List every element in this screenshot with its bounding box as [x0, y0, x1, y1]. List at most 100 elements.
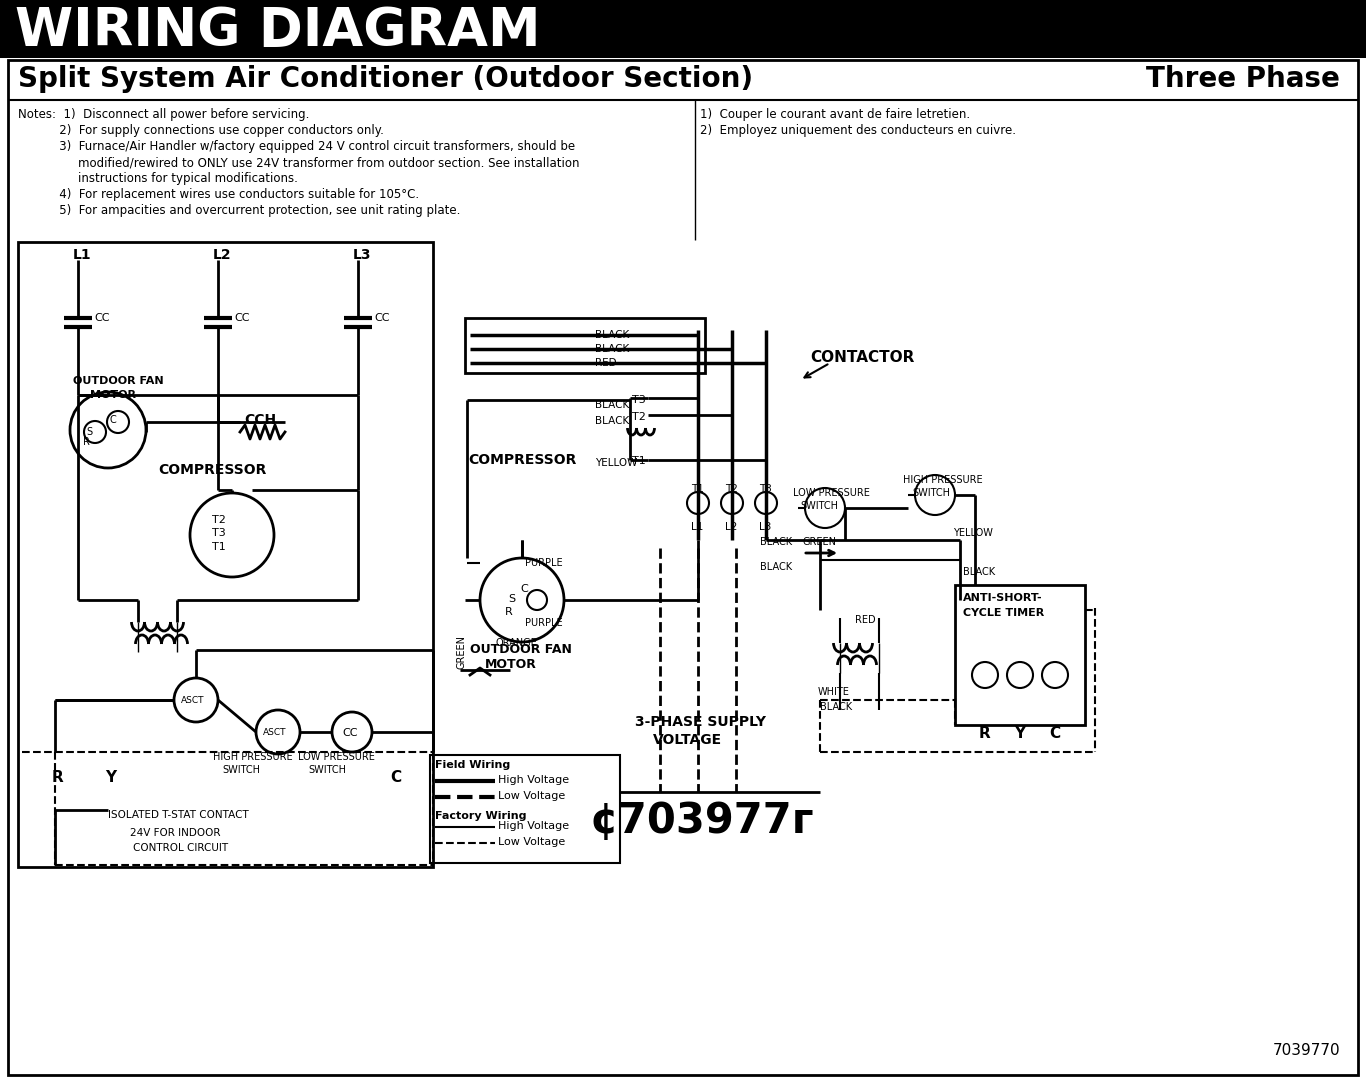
Text: Y: Y: [1014, 726, 1024, 741]
Text: BLACK: BLACK: [759, 562, 792, 572]
Text: T1: T1: [212, 542, 225, 552]
Text: ASCT: ASCT: [182, 696, 205, 705]
Text: BLACK: BLACK: [596, 330, 630, 340]
Text: High Voltage: High Voltage: [499, 775, 570, 785]
Text: 24V FOR INDOOR: 24V FOR INDOOR: [130, 828, 220, 838]
Text: YELLOW: YELLOW: [953, 529, 993, 538]
Text: S: S: [508, 593, 515, 604]
Text: WIRING DIAGRAM: WIRING DIAGRAM: [15, 5, 541, 57]
Text: BLACK: BLACK: [596, 416, 630, 426]
Text: CONTROL CIRCUIT: CONTROL CIRCUIT: [133, 843, 228, 853]
Text: High Voltage: High Voltage: [499, 821, 570, 831]
Text: COMPRESSOR: COMPRESSOR: [469, 453, 576, 467]
Text: R: R: [979, 726, 990, 741]
Bar: [18, 242, 433, 867]
Text: C: C: [111, 415, 116, 425]
Text: L3: L3: [759, 522, 772, 532]
Text: MOTOR: MOTOR: [485, 658, 537, 671]
Text: T1: T1: [691, 484, 703, 494]
Text: RED: RED: [596, 358, 616, 368]
Text: T3: T3: [632, 395, 646, 405]
Text: CYCLE TIMER: CYCLE TIMER: [963, 608, 1044, 618]
Text: SWITCH: SWITCH: [307, 765, 346, 775]
Text: YELLOW: YELLOW: [596, 458, 638, 468]
Text: T2: T2: [212, 516, 225, 525]
Text: OUTDOOR FAN: OUTDOOR FAN: [72, 376, 164, 386]
Text: 4)  For replacement wires use conductors suitable for 105°C.: 4) For replacement wires use conductors …: [18, 188, 419, 201]
Text: S: S: [86, 427, 92, 438]
Text: 5)  For ampacities and overcurrent protection, see unit rating plate.: 5) For ampacities and overcurrent protec…: [18, 204, 460, 217]
Text: L2: L2: [213, 248, 232, 262]
Text: R: R: [83, 438, 90, 447]
Text: 2)  Employez uniquement des conducteurs en cuivre.: 2) Employez uniquement des conducteurs e…: [699, 123, 1016, 138]
Text: CC: CC: [374, 313, 389, 323]
Text: L3: L3: [352, 248, 372, 262]
Circle shape: [805, 488, 846, 529]
Text: WHITE: WHITE: [818, 687, 850, 697]
Text: instructions for typical modifications.: instructions for typical modifications.: [18, 172, 298, 185]
Text: T2: T2: [725, 484, 738, 494]
Circle shape: [70, 392, 146, 468]
Text: Field Wiring: Field Wiring: [434, 760, 511, 770]
Text: CONTACTOR: CONTACTOR: [810, 350, 914, 365]
Bar: [0, 0, 1366, 58]
Text: 2)  For supply connections use copper conductors only.: 2) For supply connections use copper con…: [18, 123, 384, 138]
Text: BLACK: BLACK: [820, 702, 852, 712]
Circle shape: [190, 493, 275, 577]
Circle shape: [83, 421, 107, 443]
Text: Y: Y: [105, 770, 116, 785]
Text: CCH: CCH: [245, 413, 276, 427]
Circle shape: [255, 710, 301, 754]
Text: ANTI-SHORT-: ANTI-SHORT-: [963, 593, 1042, 603]
Text: RED: RED: [855, 615, 876, 625]
Text: COMPRESSOR: COMPRESSOR: [158, 464, 266, 477]
Circle shape: [173, 678, 219, 722]
Circle shape: [1042, 662, 1068, 688]
Circle shape: [721, 492, 743, 514]
Text: BLACK: BLACK: [759, 537, 792, 547]
Text: Split System Air Conditioner (Outdoor Section): Split System Air Conditioner (Outdoor Se…: [18, 65, 753, 93]
Bar: [430, 755, 620, 863]
Text: Notes:  1)  Disconnect all power before servicing.: Notes: 1) Disconnect all power before se…: [18, 108, 309, 121]
Circle shape: [479, 558, 564, 642]
Text: Factory Wiring: Factory Wiring: [434, 811, 526, 821]
Bar: [955, 585, 1085, 725]
Text: ISOLATED T-STAT CONTACT: ISOLATED T-STAT CONTACT: [108, 810, 249, 820]
Text: C: C: [391, 770, 402, 785]
Text: LOW PRESSURE: LOW PRESSURE: [794, 488, 870, 498]
Text: ASCT: ASCT: [264, 728, 287, 738]
Text: T3: T3: [759, 484, 772, 494]
Circle shape: [107, 412, 128, 433]
Circle shape: [973, 662, 999, 688]
Text: BLACK: BLACK: [596, 400, 630, 410]
Text: ORANGE: ORANGE: [496, 638, 538, 648]
Text: L2: L2: [725, 522, 738, 532]
Text: C: C: [520, 584, 527, 593]
Text: T1: T1: [632, 456, 646, 466]
Text: MOTOR: MOTOR: [90, 390, 137, 400]
Text: C: C: [1049, 726, 1060, 741]
Text: OUTDOOR FAN: OUTDOOR FAN: [470, 643, 572, 656]
Text: SWITCH: SWITCH: [800, 501, 837, 511]
Text: CC: CC: [94, 313, 109, 323]
Circle shape: [687, 492, 709, 514]
Text: T3: T3: [212, 529, 225, 538]
Text: BLACK: BLACK: [596, 344, 630, 354]
Text: 7039770: 7039770: [1272, 1043, 1340, 1058]
Text: CC: CC: [234, 313, 250, 323]
Circle shape: [1007, 662, 1033, 688]
Text: BLACK: BLACK: [963, 567, 994, 577]
Circle shape: [332, 712, 372, 752]
Text: HIGH PRESSURE: HIGH PRESSURE: [903, 475, 982, 485]
Text: SWITCH: SWITCH: [912, 488, 949, 498]
Text: PURPLE: PURPLE: [525, 558, 563, 567]
Text: L1: L1: [72, 248, 92, 262]
Text: 1)  Couper le courant avant de faire letretien.: 1) Couper le courant avant de faire letr…: [699, 108, 970, 121]
Text: 3)  Furnace/Air Handler w/factory equipped 24 V control circuit transformers, sh: 3) Furnace/Air Handler w/factory equippe…: [18, 140, 575, 153]
Text: modified/rewired to ONLY use 24V transformer from outdoor section. See installat: modified/rewired to ONLY use 24V transfo…: [18, 156, 579, 169]
Text: Low Voltage: Low Voltage: [499, 837, 566, 847]
Text: R: R: [52, 770, 64, 785]
Text: GREEN: GREEN: [458, 635, 467, 669]
Text: PURPLE: PURPLE: [525, 618, 563, 628]
Text: VOLTAGE: VOLTAGE: [653, 733, 723, 747]
